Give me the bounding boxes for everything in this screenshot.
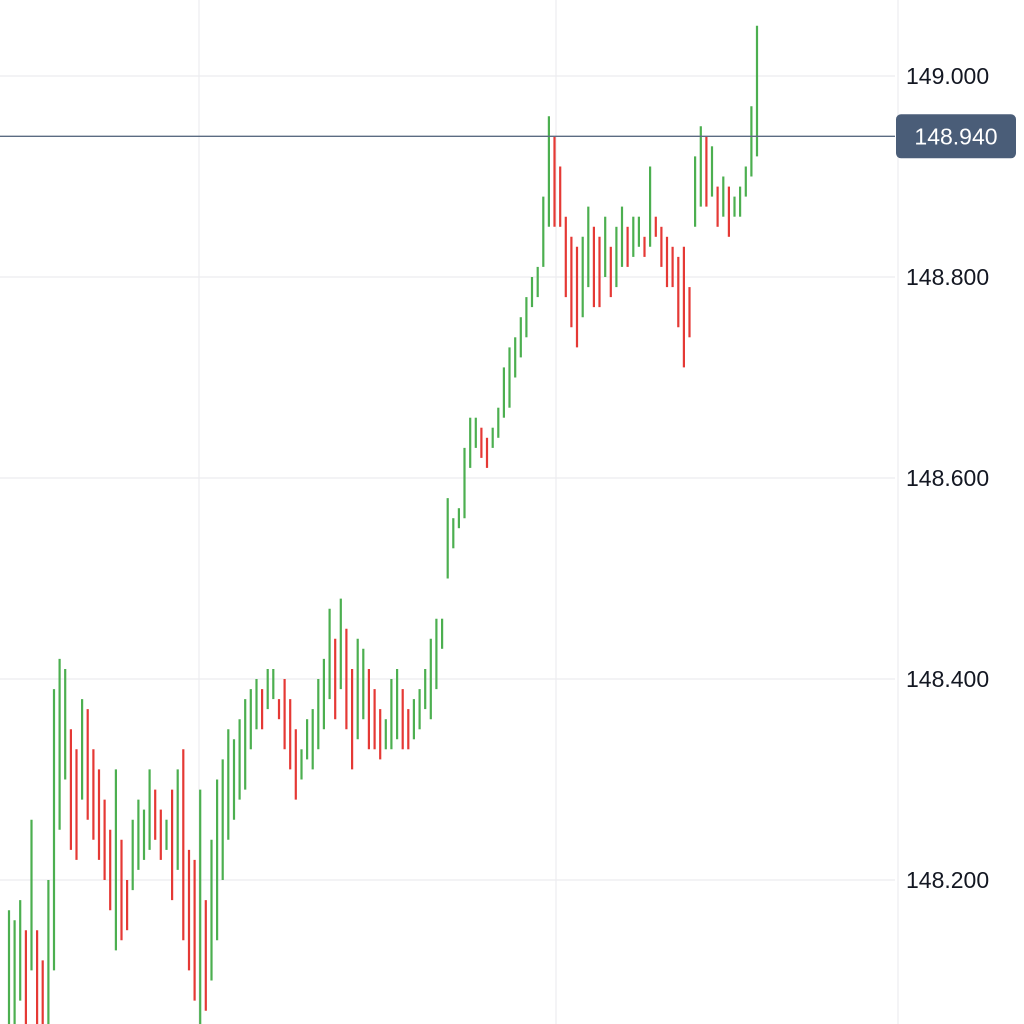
current-price-label: 148.940 — [914, 123, 997, 149]
price-bars — [7, 25, 759, 1024]
y-tick-label: 148.400 — [906, 666, 989, 692]
y-tick-label: 148.800 — [906, 264, 989, 290]
price-axis: 149.000 148.800 148.600 148.400 148.200 — [906, 63, 989, 893]
current-price-tag: 148.940 — [896, 114, 1016, 159]
y-tick-label: 148.600 — [906, 465, 989, 491]
y-tick-label: 148.200 — [906, 867, 989, 893]
y-tick-label: 149.000 — [906, 63, 989, 89]
grid-lines — [0, 0, 899, 1024]
